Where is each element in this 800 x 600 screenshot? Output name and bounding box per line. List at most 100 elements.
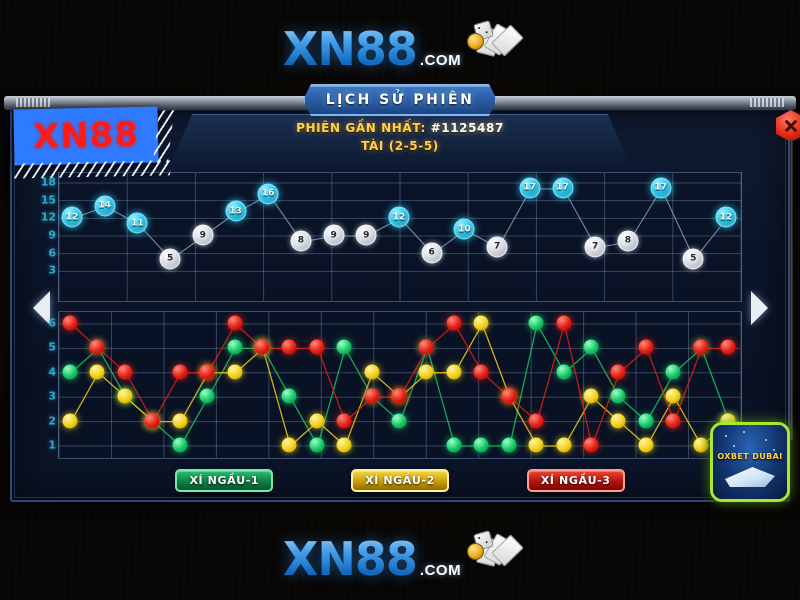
score-node: 5: [682, 248, 704, 270]
dice-dot: [281, 388, 297, 404]
close-button[interactable]: [776, 110, 800, 142]
dice-dot: [364, 388, 380, 404]
dice-dot: [391, 388, 407, 404]
dice-dot: [583, 339, 599, 355]
dice-dot: [172, 413, 188, 429]
dice-dot: [62, 413, 78, 429]
score-node: 5: [159, 248, 181, 270]
y-axis-tick: 3: [48, 389, 56, 403]
score-node: 9: [355, 224, 377, 246]
total-score-line-chart: 18 15 12 9 6 3 12 14 11 5 9 13 16 8 9 9 12 6 10 7 17 17 7 8 17 5…: [41, 172, 742, 302]
dice-dot: [638, 339, 654, 355]
score-node: 12: [61, 206, 83, 228]
score-node: 12: [715, 206, 737, 228]
page-title: LỊCH SỬ PHIÊN: [303, 84, 497, 116]
dice-dot: [227, 364, 242, 380]
dice-dot: [446, 437, 462, 453]
dice-dot: [528, 437, 544, 453]
score-node: 7: [486, 236, 508, 258]
dice-dot: [62, 364, 78, 380]
latest-session-label: PHIÊN GẦN NHẤT:: [296, 121, 426, 135]
legend-button-1[interactable]: XÍ NGẦU-1: [175, 469, 274, 492]
dice-dot: [144, 413, 160, 429]
score-node: 8: [290, 230, 312, 252]
next-page-button[interactable]: [746, 288, 772, 328]
charts-container: 18 15 12 9 6 3 12 14 11 5 9 13 16 8 9 9 12 6 10 7 17 17 7 8 17 5…: [41, 172, 742, 459]
prev-page-button[interactable]: [28, 288, 54, 328]
dice-dot: [199, 364, 215, 380]
legend: XÍ NGẦU-1 XÍ NGẦU-2 XÍ NGẦU-3: [10, 469, 790, 492]
y-axis-tick: 4: [48, 365, 56, 379]
dice-dot: [446, 315, 462, 331]
dice-chart-plot: [58, 311, 742, 459]
dice-dot: [501, 388, 517, 404]
dice-dot: [556, 437, 571, 453]
dice-dot: [693, 339, 709, 355]
y-axis-tick: 15: [40, 193, 56, 207]
score-node: 13: [225, 200, 246, 222]
y-axis-tick: 6: [48, 316, 56, 330]
dice-dot: [610, 364, 626, 380]
line-chart-y-axis: 18 15 12 9 6 3: [34, 172, 56, 302]
score-node: 7: [584, 236, 606, 258]
dice-dot: [556, 364, 571, 380]
dice-dot: [117, 364, 133, 380]
legend-button-label: XÍ NGẦU-2: [365, 474, 435, 487]
score-node: 16: [257, 183, 279, 205]
chevron-left-icon: [32, 291, 50, 325]
dice-chart-y-axis: 6 5 4 3 2 1: [34, 311, 56, 459]
y-axis-tick: 1: [48, 438, 56, 452]
dice-dot: [473, 364, 489, 380]
y-axis-tick: 12: [40, 210, 56, 224]
dice-dot: [281, 339, 297, 355]
panel-header-shape: [170, 114, 630, 167]
legend-button-3[interactable]: XÍ NGẦU-3: [526, 469, 625, 492]
y-axis-tick: 5: [48, 340, 56, 354]
dice-dot: [281, 437, 297, 453]
dice-dot: [89, 364, 105, 380]
dice-dot: [336, 437, 352, 453]
chevron-right-icon: [750, 291, 768, 325]
dice-dot: [227, 315, 242, 331]
oxbet-dubai-sticker[interactable]: OXBET DUBAI: [710, 422, 790, 502]
score-node: 9: [323, 224, 345, 246]
dice-dot: [665, 364, 681, 380]
score-node: 12: [388, 206, 410, 228]
score-node: 14: [94, 195, 116, 217]
dice-dot: [610, 413, 626, 429]
close-stem: [790, 140, 793, 440]
score-node: 10: [453, 218, 475, 240]
legend-button-label: XÍ NGẦU-3: [540, 474, 611, 487]
dice-dot: [610, 388, 626, 404]
dice-dot: [638, 413, 654, 429]
dice-dot: [665, 388, 681, 404]
legend-button-label: XÍ NGẦU-1: [189, 474, 260, 487]
dice-dot: [583, 388, 599, 404]
dice-dot: [89, 339, 105, 355]
xn88-sticker[interactable]: XN88: [13, 106, 175, 179]
dice-dot: [693, 437, 709, 453]
y-axis-tick: 9: [48, 228, 56, 242]
dice-values-chart: 6 5 4 3 2 1: [48, 311, 742, 459]
score-node: 17: [552, 177, 573, 199]
dice-dot: [336, 339, 352, 355]
score-node: 11: [126, 212, 148, 234]
dice-dot: [528, 315, 544, 331]
dice-dot: [501, 437, 517, 453]
dice-dot: [309, 413, 325, 429]
xn88-sticker-label: XN88: [32, 114, 140, 158]
score-node: 17: [519, 177, 541, 199]
dice-dot: [556, 315, 571, 331]
y-axis-tick: 18: [40, 175, 56, 189]
dice-dot: [720, 339, 736, 355]
y-axis-tick: 6: [48, 246, 56, 260]
dice-dot: [418, 339, 434, 355]
dice-dot: [583, 437, 599, 453]
line-chart-plot: [58, 172, 742, 302]
score-node: 6: [421, 242, 443, 264]
dice-dot: [309, 437, 325, 453]
dice-dot: [62, 315, 78, 331]
latest-session-line: PHIÊN GẦN NHẤT: #1125487: [10, 121, 790, 135]
dice-dot: [665, 413, 681, 429]
legend-button-2[interactable]: XÍ NGẦU-2: [351, 469, 449, 492]
